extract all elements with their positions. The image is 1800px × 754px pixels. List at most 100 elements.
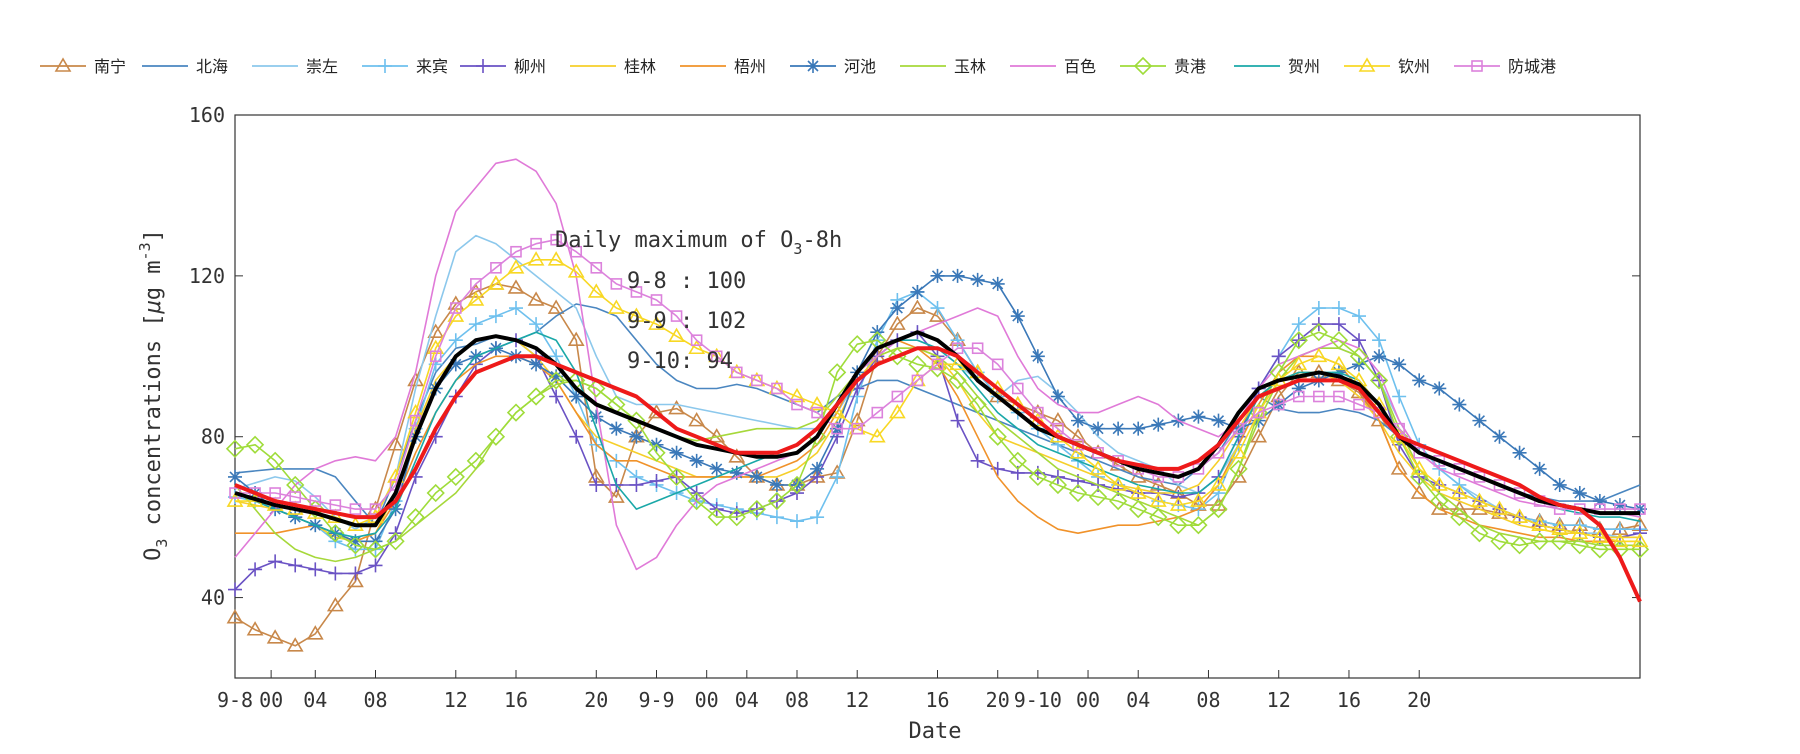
x-tick-label: 04 xyxy=(735,688,759,712)
data-point xyxy=(1430,491,1449,511)
data-point xyxy=(650,294,663,306)
legend-label: 崇左 xyxy=(306,57,338,76)
data-point xyxy=(527,251,545,266)
data-point xyxy=(871,406,884,419)
data-point xyxy=(246,621,264,636)
data-point xyxy=(289,491,302,503)
data-point xyxy=(1069,428,1087,443)
annotation: Daily maximum of O3-8h 9-8 : 100 9-9 : 1… xyxy=(555,228,842,374)
data-point xyxy=(1551,520,1569,536)
data-point xyxy=(1470,524,1489,543)
data-point xyxy=(1028,467,1047,487)
data-point xyxy=(647,443,666,462)
red-bold-line xyxy=(234,346,1642,603)
data-point xyxy=(848,412,866,427)
data-point xyxy=(609,421,624,436)
data-point xyxy=(727,508,746,527)
data-point xyxy=(1049,412,1067,427)
legend-item: 桂林 xyxy=(570,57,656,76)
data-point xyxy=(510,245,522,258)
data-point xyxy=(787,475,807,495)
data-point xyxy=(690,334,703,347)
data-point xyxy=(368,558,383,573)
data-point xyxy=(1289,331,1308,350)
data-point xyxy=(970,453,985,468)
data-point xyxy=(1109,491,1128,511)
data-point xyxy=(808,395,826,411)
data-point xyxy=(1369,371,1389,390)
legend-item: 河池 xyxy=(790,57,876,76)
data-point xyxy=(950,413,965,428)
data-point xyxy=(1068,483,1088,503)
data-point xyxy=(346,536,365,555)
data-point xyxy=(988,427,1007,446)
annotation-line-2: 9-9 : 102 xyxy=(627,309,746,334)
data-point xyxy=(888,315,906,330)
data-point xyxy=(1571,524,1589,540)
data-point xyxy=(767,491,787,511)
data-point xyxy=(1250,428,1268,443)
data-point xyxy=(1552,477,1567,492)
data-point xyxy=(550,233,562,246)
data-point xyxy=(326,597,344,612)
data-point xyxy=(1512,445,1527,460)
x-tick-label: 00 xyxy=(259,688,283,712)
annotation-line-1: 9-8 : 100 xyxy=(627,269,746,294)
legend-label: 桂林 xyxy=(624,57,656,76)
data-point xyxy=(448,357,463,372)
data-point xyxy=(668,327,685,342)
data-point xyxy=(1291,381,1306,396)
data-point xyxy=(728,448,746,463)
data-point xyxy=(1111,421,1126,436)
data-point xyxy=(1430,476,1448,491)
data-point xyxy=(1229,459,1248,479)
x-tick-label: 20 xyxy=(1407,688,1431,712)
legend-label: 柳州 xyxy=(514,57,546,76)
data-point xyxy=(369,503,382,515)
data-point xyxy=(349,503,362,515)
data-point xyxy=(628,307,645,322)
data-point xyxy=(828,363,847,382)
data-point xyxy=(269,487,281,499)
data-point xyxy=(467,291,485,306)
data-point xyxy=(1230,444,1247,459)
legend: 南宁 北海 崇左 来宾 柳州 桂林 梧州 河池 玉林 百色 贵港 贺州 钦州 防城港 xyxy=(40,56,1556,76)
data-point xyxy=(1392,357,1407,372)
data-point xyxy=(1050,389,1065,404)
data-point xyxy=(1330,355,1348,371)
data-point xyxy=(1292,390,1305,403)
data-point xyxy=(490,262,502,274)
data-point xyxy=(547,251,565,266)
data-point xyxy=(547,299,565,314)
data-point xyxy=(1531,516,1549,531)
legend-item: 钦州 xyxy=(1344,57,1430,76)
data-point xyxy=(1331,317,1346,332)
data-point xyxy=(1329,331,1349,350)
data-point xyxy=(470,278,482,290)
data-point xyxy=(1550,532,1569,551)
x-tick-label: 20 xyxy=(584,688,608,712)
data-point xyxy=(990,276,1005,291)
legend-label: 百色 xyxy=(1064,57,1096,76)
data-point xyxy=(788,387,806,403)
data-point xyxy=(1530,532,1549,551)
data-point xyxy=(1133,56,1153,76)
data-point xyxy=(266,629,284,644)
data-point xyxy=(286,475,305,495)
legend-label: 钦州 xyxy=(1398,57,1430,76)
data-point xyxy=(1353,398,1365,411)
legend-item: 梧州 xyxy=(680,57,766,76)
data-point xyxy=(1590,540,1609,559)
data-point xyxy=(328,566,343,581)
legend-label: 玉林 xyxy=(954,57,986,76)
data-point xyxy=(769,510,784,525)
data-point xyxy=(1333,390,1345,403)
data-point xyxy=(891,390,904,403)
data-point xyxy=(830,469,845,484)
data-point xyxy=(1611,532,1629,548)
data-point xyxy=(1430,500,1448,515)
x-tick-label: 00 xyxy=(1076,688,1100,712)
y-axis: 40 80 120 160 xyxy=(189,103,1640,610)
data-point xyxy=(709,461,724,476)
data-point xyxy=(225,439,245,458)
